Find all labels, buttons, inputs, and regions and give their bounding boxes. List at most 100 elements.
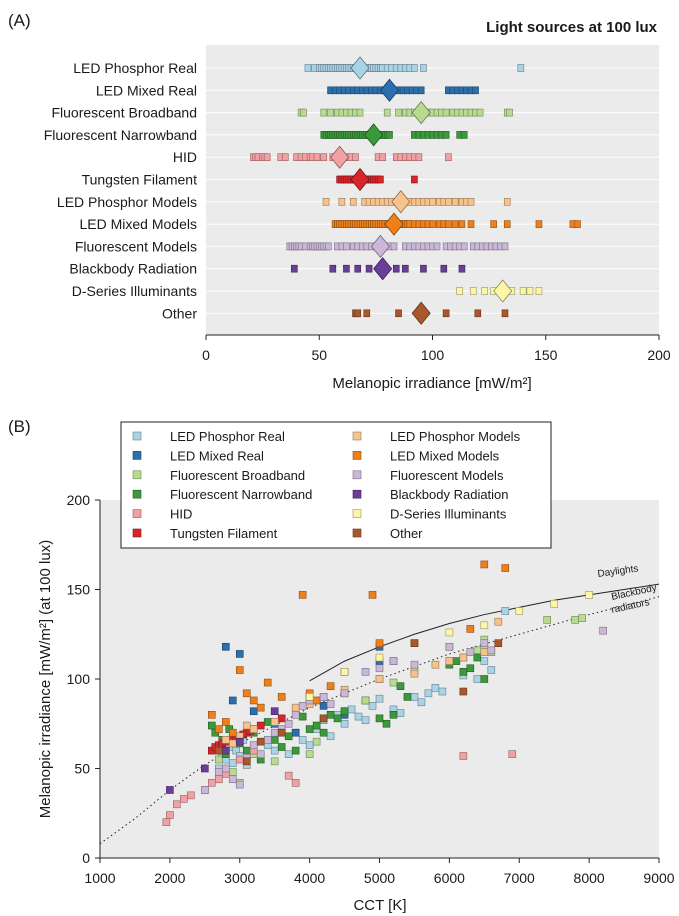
- point-led-phosphor-real: [411, 64, 418, 72]
- point-led-phosphor-models: [228, 739, 237, 748]
- point-led-phosphor-real: [480, 657, 489, 665]
- legend-swatch-d-series-illuminants: [352, 509, 362, 518]
- point-led-phosphor-models: [467, 198, 475, 206]
- point-led-phosphor-real: [298, 736, 307, 744]
- point-led-phosphor-models: [322, 198, 330, 206]
- x-tick-label: 1000: [84, 870, 115, 886]
- point-led-phosphor-real: [438, 687, 447, 696]
- x-tick-label: 7000: [504, 870, 535, 886]
- point-led-mixed-real: [249, 707, 258, 716]
- point-led-phosphor-real: [517, 64, 525, 72]
- x-tick-label: 0: [202, 347, 210, 363]
- point-fluorescent-narrowband: [284, 732, 293, 741]
- point-fluorescent-broadband: [476, 108, 484, 117]
- point-fluorescent-narrowband: [459, 668, 468, 676]
- point-d-series-illuminants: [515, 607, 524, 615]
- point-other: [410, 639, 419, 648]
- point-fluorescent-narrowband: [473, 653, 482, 662]
- point-led-phosphor-real: [368, 702, 377, 710]
- point-led-phosphor-models: [375, 675, 384, 683]
- point-tungsten-filament: [277, 714, 286, 723]
- panel-b-points: [162, 560, 607, 827]
- legend-label-fluorescent-broadband: Fluorescent Broadband: [170, 468, 305, 483]
- point-fluorescent-broadband: [305, 750, 314, 758]
- point-led-phosphor-real: [354, 712, 363, 721]
- category-label-fluorescent-models: Fluorescent Models: [75, 238, 197, 254]
- point-fluorescent-broadband: [320, 108, 328, 117]
- point-led-mixed-models: [221, 718, 230, 726]
- point-d-series-illuminants: [481, 287, 488, 295]
- point-fluorescent-broadband: [506, 108, 513, 117]
- point-led-phosphor-models: [270, 718, 279, 726]
- panel-b-label: (B): [8, 417, 31, 436]
- x-tick-label: 200: [647, 347, 671, 363]
- point-led-phosphor-real: [326, 732, 335, 741]
- x-tick-label: 100: [421, 347, 445, 363]
- point-led-phosphor-real: [431, 684, 440, 692]
- point-led-phosphor-real: [375, 694, 384, 703]
- point-led-mixed-real: [319, 702, 328, 710]
- point-fluorescent-models: [228, 775, 237, 784]
- point-hid: [445, 153, 452, 161]
- point-hid: [508, 750, 517, 758]
- point-led-phosphor-models: [459, 653, 468, 662]
- point-fluorescent-broadband: [395, 108, 402, 117]
- point-led-mixed-models: [458, 220, 466, 228]
- point-other: [501, 309, 509, 318]
- point-hid: [208, 779, 216, 787]
- point-led-mixed-real: [221, 642, 230, 651]
- point-d-series-illuminants: [480, 621, 489, 630]
- legend-swatch-tungsten-filament: [132, 528, 142, 538]
- point-led-phosphor-models: [445, 657, 454, 665]
- point-blackbody-radiation: [402, 264, 409, 273]
- category-label-led-mixed-models: LED Mixed Models: [80, 216, 198, 232]
- point-hid: [187, 791, 195, 800]
- point-blackbody-radiation: [354, 264, 362, 273]
- point-fluorescent-narrowband: [396, 682, 405, 690]
- point-hid: [263, 153, 271, 161]
- legend-swatch-led-mixed-real: [132, 451, 142, 460]
- point-fluorescent-narrowband: [312, 721, 321, 730]
- legend-label-led-phosphor-models: LED Phosphor Models: [390, 429, 521, 444]
- legend-swatch-led-mixed-models: [352, 451, 362, 460]
- point-fluorescent-models: [214, 768, 223, 776]
- point-fluorescent-models: [221, 764, 230, 773]
- point-other: [442, 309, 450, 318]
- panel-a-plot-area: [206, 45, 659, 335]
- legend-label-blackbody-radiation: Blackbody Radiation: [390, 487, 509, 502]
- legend-swatch-fluorescent-broadband: [132, 470, 142, 480]
- point-fluorescent-models: [445, 642, 454, 651]
- point-blackbody-radiation: [221, 746, 230, 755]
- point-led-mixed-models: [445, 220, 452, 228]
- category-label-tungsten-filament: Tungsten Filament: [82, 172, 198, 188]
- category-label-hid: HID: [173, 149, 197, 165]
- point-led-mixed-models: [467, 220, 475, 228]
- x-tick-label: 8000: [574, 870, 605, 886]
- point-other: [494, 639, 503, 648]
- point-other: [277, 728, 286, 737]
- mean-marker-other: [411, 301, 431, 325]
- point-tungsten-filament: [256, 721, 265, 730]
- point-fluorescent-narrowband: [480, 675, 489, 683]
- point-led-mixed-models: [503, 220, 511, 228]
- point-other: [363, 309, 371, 318]
- point-led-mixed-models: [277, 693, 286, 701]
- point-fluorescent-broadband: [327, 108, 334, 117]
- point-fluorescent-models: [410, 660, 419, 669]
- point-blackbody-radiation: [420, 264, 427, 273]
- point-fluorescent-narrowband: [277, 743, 286, 751]
- point-fluorescent-broadband: [473, 646, 482, 655]
- y-tick-label: 200: [67, 492, 91, 508]
- point-tungsten-filament: [411, 175, 418, 184]
- point-led-mixed-models: [242, 689, 251, 698]
- x-tick-label: 9000: [643, 870, 674, 886]
- category-label-led-phosphor-real: LED Phosphor Real: [73, 60, 197, 76]
- panel-b-reference-curves: [99, 583, 660, 845]
- legend-swatch-fluorescent-narrowband: [132, 489, 142, 499]
- point-d-series-illuminants: [456, 287, 463, 295]
- point-fluorescent-narrowband: [208, 721, 216, 730]
- point-hid: [166, 811, 174, 819]
- legend-label-tungsten-filament: Tungsten Filament: [170, 526, 278, 541]
- point-fluorescent-models: [284, 719, 293, 728]
- point-fluorescent-narrowband: [305, 725, 314, 733]
